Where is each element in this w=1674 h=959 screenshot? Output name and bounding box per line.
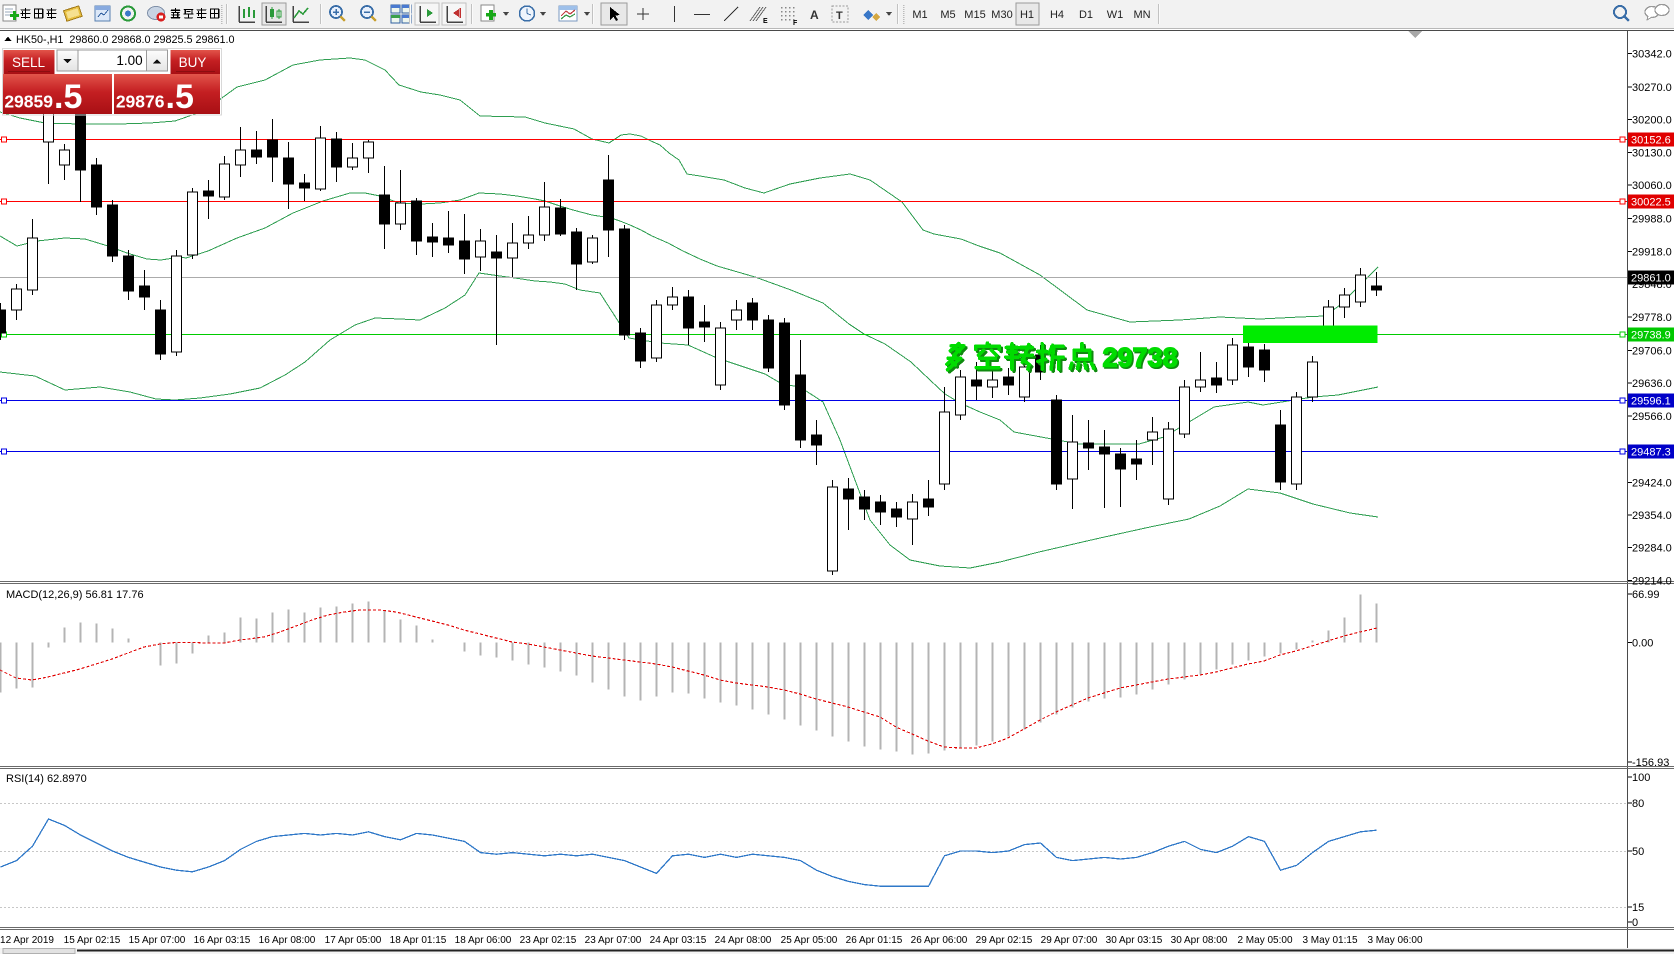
svg-text:16 Apr 03:15: 16 Apr 03:15 [194,935,251,946]
svg-text:29861.0: 29861.0 [1631,273,1671,285]
svg-text:29876: 29876 [116,92,165,112]
svg-text:100: 100 [1632,772,1650,784]
svg-text:.5: .5 [54,78,82,116]
svg-text:0: 0 [1632,917,1638,929]
svg-text:3 May 01:15: 3 May 01:15 [1302,935,1357,946]
svg-text:BUY: BUY [179,55,207,70]
svg-text:F: F [793,20,798,27]
svg-text:M1: M1 [912,9,927,21]
svg-text:17 Apr 05:00: 17 Apr 05:00 [325,935,382,946]
svg-text:30342.0: 30342.0 [1632,48,1672,60]
svg-text:A: A [810,8,819,22]
svg-text:23 Apr 07:00: 23 Apr 07:00 [585,935,642,946]
svg-text:M15: M15 [964,9,985,21]
svg-text:29354.0: 29354.0 [1632,510,1672,522]
svg-text:29706.0: 29706.0 [1632,346,1672,358]
svg-text:30 Apr 03:15: 30 Apr 03:15 [1106,935,1163,946]
svg-text:15 Apr 07:00: 15 Apr 07:00 [129,935,186,946]
svg-text:.5: .5 [166,78,194,116]
svg-text:E: E [763,18,768,25]
svg-text:29214.0: 29214.0 [1632,575,1672,587]
svg-text:HK50-,H1 29860.0 29868.0 2982: HK50-,H1 29860.0 29868.0 29825.5 29861.0 [16,34,235,46]
svg-text:24 Apr 08:00: 24 Apr 08:00 [715,935,772,946]
svg-text:0.00: 0.00 [1632,637,1653,649]
svg-text:29988.0: 29988.0 [1632,214,1672,226]
svg-text:RSI(14) 62.8970: RSI(14) 62.8970 [6,773,87,785]
svg-text:MACD(12,26,9) 56.81 17.76: MACD(12,26,9) 56.81 17.76 [6,589,144,601]
svg-text:M5: M5 [940,9,955,21]
svg-text:30200.0: 30200.0 [1632,115,1672,127]
svg-text:29778.0: 29778.0 [1632,312,1672,324]
svg-text:D1: D1 [1079,9,1093,21]
svg-text:29 Apr 02:15: 29 Apr 02:15 [976,935,1033,946]
svg-text:29596.1: 29596.1 [1631,396,1671,408]
svg-text:26 Apr 06:00: 26 Apr 06:00 [911,935,968,946]
svg-text:2 May 05:00: 2 May 05:00 [1237,935,1292,946]
svg-text:26 Apr 01:15: 26 Apr 01:15 [846,935,903,946]
svg-text:MN: MN [1133,9,1150,21]
svg-text:18 Apr 01:15: 18 Apr 01:15 [390,935,447,946]
svg-text:29918.0: 29918.0 [1632,246,1672,258]
svg-text:18 Apr 06:00: 18 Apr 06:00 [455,935,512,946]
svg-text:66.99: 66.99 [1632,589,1660,601]
svg-text:H4: H4 [1050,9,1064,21]
svg-text:29487.3: 29487.3 [1631,447,1671,459]
svg-text:30022.5: 30022.5 [1631,197,1671,209]
svg-text:29738.9: 29738.9 [1631,330,1671,342]
svg-text:23 Apr 02:15: 23 Apr 02:15 [520,935,577,946]
svg-text:1.00: 1.00 [116,53,142,68]
svg-text:29 Apr 07:00: 29 Apr 07:00 [1041,935,1098,946]
svg-text:15: 15 [1632,902,1644,914]
svg-text:29636.0: 29636.0 [1632,378,1672,390]
svg-text:15 Apr 02:15: 15 Apr 02:15 [64,935,121,946]
svg-text:SELL: SELL [12,55,46,70]
svg-text:H1: H1 [1020,9,1034,21]
svg-text:T: T [836,10,843,22]
svg-text:30270.0: 30270.0 [1632,82,1672,94]
svg-text:29738: 29738 [1104,344,1179,374]
svg-text:16 Apr 08:00: 16 Apr 08:00 [259,935,316,946]
svg-text:30130.0: 30130.0 [1632,147,1672,159]
svg-text:30152.6: 30152.6 [1631,135,1671,147]
svg-text:30 Apr 08:00: 30 Apr 08:00 [1171,935,1228,946]
svg-text:29284.0: 29284.0 [1632,543,1672,555]
svg-text:-156.93: -156.93 [1632,757,1669,769]
svg-text:29566.0: 29566.0 [1632,411,1672,423]
svg-text:25 Apr 05:00: 25 Apr 05:00 [781,935,838,946]
svg-text:29738: 29738 [1103,343,1178,373]
svg-text:24 Apr 03:15: 24 Apr 03:15 [650,935,707,946]
svg-text:3 May 06:00: 3 May 06:00 [1367,935,1422,946]
svg-text:W1: W1 [1107,9,1124,21]
svg-text:M30: M30 [991,9,1012,21]
svg-text:29859: 29859 [4,92,53,112]
svg-text:80: 80 [1632,798,1644,810]
svg-text:50: 50 [1632,846,1644,858]
svg-text:29424.0: 29424.0 [1632,477,1672,489]
svg-text:30060.0: 30060.0 [1632,180,1672,192]
svg-text:12 Apr 2019: 12 Apr 2019 [0,935,54,946]
